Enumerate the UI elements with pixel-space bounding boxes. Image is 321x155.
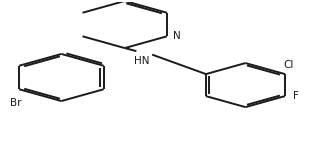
Text: Cl: Cl [283,60,293,70]
Text: F: F [293,91,299,101]
Text: N: N [173,31,180,41]
Text: Br: Br [10,98,22,108]
Text: HN: HN [134,56,150,66]
